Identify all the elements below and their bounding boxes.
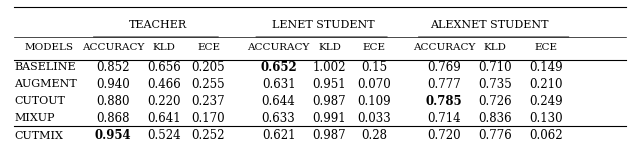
Text: 0.714: 0.714 [428,112,461,125]
Text: 0.249: 0.249 [529,95,563,108]
Text: ACCURACY: ACCURACY [248,43,310,52]
Text: KLD: KLD [152,43,175,52]
Text: 0.641: 0.641 [147,112,180,125]
Text: TEACHER: TEACHER [129,20,187,30]
Text: ECE: ECE [197,43,220,52]
Text: 1.002: 1.002 [313,61,346,74]
Text: 0.220: 0.220 [147,95,180,108]
Text: CUTMIX: CUTMIX [14,131,63,141]
Text: 0.769: 0.769 [428,61,461,74]
Text: 0.852: 0.852 [96,61,130,74]
Text: 0.170: 0.170 [191,112,225,125]
Text: LENET STUDENT: LENET STUDENT [272,20,374,30]
Text: 0.062: 0.062 [529,129,563,142]
Text: 0.785: 0.785 [426,95,463,108]
Text: 0.735: 0.735 [478,78,512,91]
Text: MIXUP: MIXUP [14,113,54,123]
Text: ECE: ECE [363,43,386,52]
Text: 0.130: 0.130 [529,112,563,125]
Text: 0.710: 0.710 [479,61,512,74]
Text: 0.237: 0.237 [191,95,225,108]
Text: KLD: KLD [318,43,341,52]
Text: 0.951: 0.951 [313,78,346,91]
Text: 0.868: 0.868 [96,112,130,125]
Text: ECE: ECE [534,43,557,52]
Text: 0.644: 0.644 [262,95,296,108]
Text: 0.776: 0.776 [478,129,512,142]
Text: 0.070: 0.070 [357,78,391,91]
Text: ACCURACY: ACCURACY [413,43,476,52]
Text: 0.954: 0.954 [95,129,131,142]
Text: 0.15: 0.15 [361,61,387,74]
Text: 0.991: 0.991 [313,112,346,125]
Text: 0.940: 0.940 [96,78,130,91]
Text: BASELINE: BASELINE [14,62,76,72]
Text: 0.836: 0.836 [479,112,512,125]
Text: 0.466: 0.466 [147,78,180,91]
Text: 0.524: 0.524 [147,129,180,142]
Text: 0.726: 0.726 [479,95,512,108]
Text: CUTOUT: CUTOUT [14,96,65,106]
Text: 0.656: 0.656 [147,61,180,74]
Text: 0.109: 0.109 [357,95,391,108]
Text: ALEXNET STUDENT: ALEXNET STUDENT [429,20,548,30]
Text: 0.205: 0.205 [191,61,225,74]
Text: 0.252: 0.252 [192,129,225,142]
Text: 0.777: 0.777 [428,78,461,91]
Text: 0.880: 0.880 [96,95,130,108]
Text: 0.621: 0.621 [262,129,295,142]
Text: ACCURACY: ACCURACY [82,43,144,52]
Text: KLD: KLD [484,43,507,52]
Text: 0.210: 0.210 [529,78,563,91]
Text: AUGMENT: AUGMENT [14,79,77,89]
Text: 0.033: 0.033 [357,112,391,125]
Text: 0.28: 0.28 [361,129,387,142]
Text: 0.987: 0.987 [313,95,346,108]
Text: MODELS: MODELS [25,43,74,52]
Text: 0.149: 0.149 [529,61,563,74]
Text: 0.631: 0.631 [262,78,296,91]
Text: 0.987: 0.987 [313,129,346,142]
Text: 0.255: 0.255 [191,78,225,91]
Text: 0.633: 0.633 [262,112,296,125]
Text: 0.720: 0.720 [428,129,461,142]
Text: 0.652: 0.652 [260,61,297,74]
